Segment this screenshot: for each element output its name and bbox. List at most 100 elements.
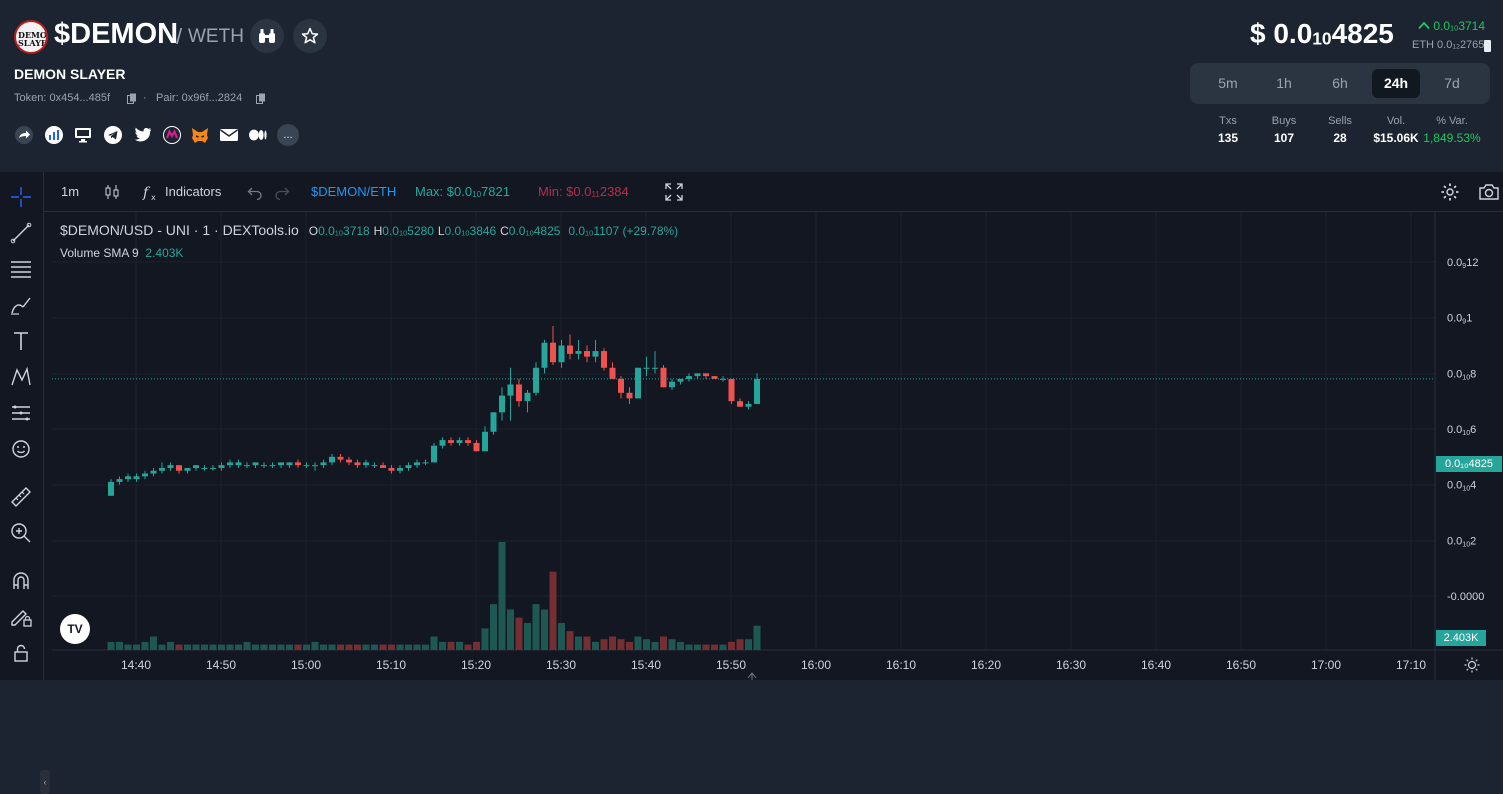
- time-axis-label: 17:00: [1311, 658, 1341, 672]
- telegram-link[interactable]: [104, 126, 122, 144]
- timeframe-6h[interactable]: 6h: [1332, 75, 1348, 91]
- pair-symbol[interactable]: $DEMON/ETH: [311, 184, 397, 199]
- volume-bar: [303, 644, 310, 650]
- email-link[interactable]: [220, 126, 238, 144]
- logo-link[interactable]: [163, 126, 181, 144]
- volume-bar: [685, 644, 693, 650]
- volume-bar: [167, 641, 174, 650]
- camera-icon[interactable]: [1478, 182, 1500, 202]
- star-icon: [301, 27, 319, 44]
- lock-icon: [14, 644, 28, 662]
- volume-bar: [269, 644, 276, 650]
- redo-icon[interactable]: [274, 184, 290, 200]
- time-axis-label: 15:40: [631, 658, 661, 672]
- candle-body: [541, 342, 548, 368]
- ruler-tool[interactable]: [8, 484, 34, 510]
- volume-bar: [328, 644, 336, 650]
- volume-bar: [345, 644, 353, 650]
- interval-button[interactable]: 1m: [61, 184, 80, 199]
- volume-bar: [337, 644, 344, 650]
- candle-body: [575, 351, 582, 354]
- candle-body: [618, 378, 624, 393]
- volume-bar: [252, 644, 259, 650]
- volume-bar: [660, 636, 667, 650]
- sun-icon[interactable]: [1464, 657, 1480, 673]
- indicators-button[interactable]: Indicators: [165, 184, 222, 199]
- medium-link[interactable]: [249, 126, 267, 144]
- collapse-toolbar-button[interactable]: ‹: [40, 770, 50, 794]
- smiley-icon: [12, 440, 30, 458]
- volume-bar: [413, 644, 421, 650]
- volume-bar: [209, 644, 217, 650]
- timeframe-5m[interactable]: 5m: [1218, 75, 1238, 91]
- text-icon: [14, 332, 28, 350]
- volume-bar: [175, 644, 183, 650]
- fib-tool[interactable]: [8, 256, 34, 282]
- volume-bar: [575, 636, 582, 650]
- telegram-icon: [104, 126, 122, 144]
- volume-bar: [592, 641, 599, 650]
- volume-bar: [498, 542, 506, 650]
- candle-body: [677, 378, 684, 382]
- volume-bar: [481, 628, 489, 650]
- emoji-tool[interactable]: [8, 436, 34, 462]
- arrow-up-icon: [1418, 21, 1430, 30]
- candle-body: [363, 462, 369, 466]
- brush-tool[interactable]: [8, 292, 34, 318]
- copy-pair-icon[interactable]: [256, 93, 266, 104]
- prediction-tool[interactable]: [8, 400, 34, 426]
- candle-body: [227, 462, 233, 466]
- candle-body: [694, 373, 701, 377]
- candle-body: [728, 378, 735, 402]
- copy-token-icon[interactable]: [127, 93, 137, 104]
- fullscreen-icon[interactable]: [665, 183, 683, 201]
- metamask-link[interactable]: [191, 126, 209, 144]
- timeframe-1h[interactable]: 1h: [1276, 75, 1292, 91]
- gear-icon[interactable]: [1440, 182, 1460, 202]
- zoom-in-icon: [11, 523, 31, 543]
- price-axis-label: 0.0102: [1447, 535, 1476, 548]
- candle-body: [431, 445, 437, 463]
- binoculars-button[interactable]: [250, 19, 284, 53]
- lock-tool[interactable]: [8, 640, 34, 666]
- trendline-icon: [10, 222, 32, 244]
- text-tool[interactable]: [8, 328, 34, 354]
- undo-icon[interactable]: [247, 184, 263, 200]
- more-socials-button[interactable]: ...: [277, 124, 299, 146]
- candle-body: [499, 395, 505, 413]
- volume-bar: [218, 644, 225, 650]
- dextools-chart-link[interactable]: [45, 126, 63, 144]
- pin-icon[interactable]: [1484, 40, 1491, 52]
- lock-drawings-tool[interactable]: [8, 604, 34, 630]
- price-axis-label: 0.0106: [1447, 424, 1476, 437]
- share-link[interactable]: [15, 126, 33, 144]
- logo-icon: [163, 126, 181, 144]
- twitter-link[interactable]: [134, 126, 152, 144]
- candle-body: [720, 378, 726, 380]
- candle-body: [261, 465, 267, 467]
- volume-bar: [515, 617, 523, 650]
- trendline-tool[interactable]: [8, 220, 34, 246]
- price-chart[interactable]: 0.0912 0.091 0.0108 0.0106 0.0104 0.0102 -0.00…: [52, 212, 1503, 680]
- volume-bar: [677, 641, 684, 650]
- pattern-tool[interactable]: [8, 364, 34, 390]
- candle-body: [745, 403, 752, 407]
- website-link[interactable]: [74, 126, 92, 144]
- candle-body: [507, 384, 514, 396]
- volume-bar: [634, 636, 642, 650]
- magnet-tool[interactable]: [8, 568, 34, 594]
- zoom-tool[interactable]: [8, 520, 34, 546]
- candle-body: [329, 456, 335, 463]
- token-address: Token: 0x454...485f: [14, 92, 111, 104]
- volume-bar: [201, 644, 208, 650]
- timeframe-24h[interactable]: 24h: [1372, 69, 1420, 98]
- favorite-button[interactable]: [293, 19, 327, 53]
- volume-bar: [643, 639, 650, 650]
- timeframe-7d[interactable]: 7d: [1444, 75, 1460, 91]
- crosshair-tool[interactable]: [8, 184, 34, 210]
- tradingview-logo[interactable]: TV: [60, 614, 90, 644]
- candle-body: [108, 481, 114, 496]
- candles-icon[interactable]: [104, 184, 120, 200]
